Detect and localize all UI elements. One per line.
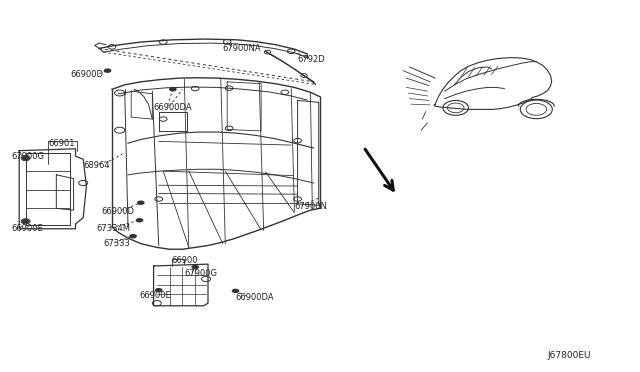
Text: 67333: 67333 [104, 239, 131, 248]
Circle shape [191, 265, 199, 269]
Circle shape [137, 201, 145, 205]
Text: 67900NA: 67900NA [223, 44, 261, 53]
Circle shape [169, 87, 177, 92]
Text: 66900E: 66900E [140, 291, 172, 300]
Text: 67900G: 67900G [184, 269, 218, 278]
Text: 66900D: 66900D [70, 70, 104, 79]
Circle shape [104, 68, 111, 73]
Text: 66901: 66901 [48, 139, 74, 148]
Text: 68964: 68964 [83, 161, 110, 170]
Circle shape [129, 234, 137, 238]
Circle shape [136, 218, 143, 222]
Text: 66900DA: 66900DA [236, 293, 274, 302]
Circle shape [22, 156, 29, 160]
Circle shape [22, 219, 29, 224]
Text: 6792D: 6792D [298, 55, 325, 64]
Text: 66900: 66900 [172, 256, 198, 265]
Text: J67800EU: J67800EU [547, 351, 591, 360]
Text: 66900D: 66900D [101, 207, 134, 216]
Text: 67334M: 67334M [96, 224, 130, 233]
Text: 66900E: 66900E [12, 224, 44, 233]
Text: 66900DA: 66900DA [154, 103, 192, 112]
Circle shape [232, 289, 239, 293]
Text: 67900G: 67900G [12, 152, 45, 161]
Circle shape [155, 288, 163, 292]
Text: 67900N: 67900N [294, 202, 327, 211]
